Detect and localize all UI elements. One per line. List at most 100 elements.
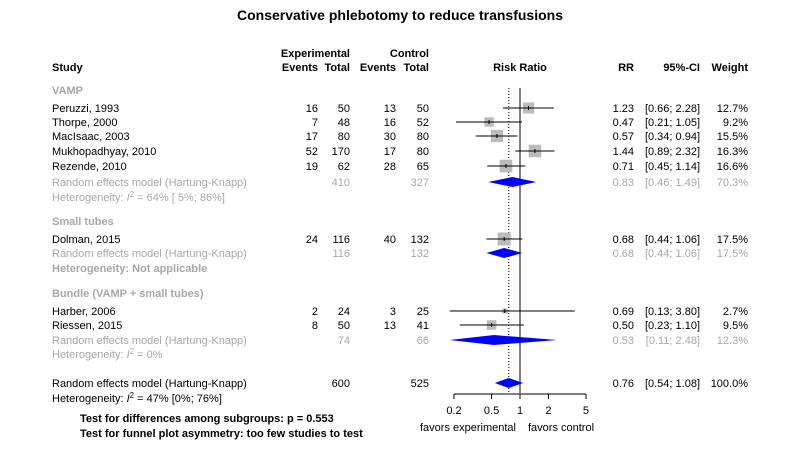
x-tick-label: 2	[545, 405, 551, 417]
ctrl-events: 40	[384, 234, 396, 246]
ctrl-events: 3	[390, 306, 396, 318]
study-ci: [0.66; 2.28]	[645, 103, 700, 115]
ctrl-total: 52	[417, 117, 429, 129]
overall-exp-total: 600	[332, 378, 350, 390]
overall-label: Random effects model (Hartung-Knapp)	[52, 378, 247, 390]
study-rr: 0.69	[613, 306, 634, 318]
study-name: Dolman, 2015	[52, 234, 121, 246]
ctrl-total: 41	[417, 320, 429, 332]
pooled-rr: 0.83	[613, 177, 634, 189]
subgroup-heterogeneity-rest: = 0%	[134, 349, 163, 361]
pooled-weight: 70.3%	[717, 177, 748, 189]
subgroup-heterogeneity: Heterogeneity: Not applicable	[52, 263, 207, 275]
pooled-ci: [0.44; 1.06]	[645, 248, 700, 260]
pooled-ci: [0.11; 2.48]	[646, 335, 700, 347]
study-ci: [0.21; 1.05]	[645, 117, 700, 129]
exp-events: 16	[306, 103, 318, 115]
pooled-ctrl-total: 327	[411, 177, 429, 189]
subgroup-heterogeneity-prefix: Heterogeneity:	[52, 192, 127, 204]
study-weight: 15.5%	[717, 131, 748, 143]
exp-total: 170	[332, 146, 350, 158]
exp-total: 50	[338, 103, 350, 115]
subgroup-label: Small tubes	[52, 216, 114, 228]
pooled-ci: [0.46; 1.49]	[645, 177, 700, 189]
exp-total: 116	[332, 234, 350, 246]
subgroup-label: VAMP	[52, 85, 83, 97]
pooled-exp-total: 410	[332, 177, 350, 189]
exp-total: 62	[338, 161, 350, 173]
header-control: Control	[390, 48, 429, 60]
subgroup-label: Bundle (VAMP + small tubes)	[52, 288, 204, 300]
overall-heterogeneity-i2-symbol: I	[127, 393, 130, 405]
x-tick-label: 1	[517, 405, 523, 417]
study-weight: 17.5%	[717, 234, 748, 246]
exp-total: 24	[338, 306, 350, 318]
pooled-ctrl-total: 66	[417, 335, 429, 347]
header-exp-total: Total	[325, 62, 350, 74]
xlabel-favors-control: favors control	[528, 422, 594, 434]
ctrl-events: 28	[384, 161, 396, 173]
study-rr: 0.68	[613, 234, 634, 246]
overall-rr: 0.76	[613, 378, 634, 390]
xlabel-favors-experimental: favors experimental	[420, 422, 516, 434]
x-tick-label: 0.2	[446, 405, 461, 417]
overall-ctrl-total: 525	[411, 378, 429, 390]
study-name: Riessen, 2015	[52, 320, 122, 332]
exp-events: 8	[312, 320, 318, 332]
study-rr: 0.71	[613, 161, 634, 173]
header-exp-events: Events	[282, 62, 318, 74]
overall-heterogeneity: Heterogeneity: I2 = 47% [0%; 76%]	[52, 391, 222, 405]
exp-events: 7	[312, 117, 318, 129]
study-weight: 9.5%	[723, 320, 748, 332]
pooled-exp-total: 116	[332, 248, 350, 260]
subgroup-heterogeneity-i2-symbol: I	[127, 349, 130, 361]
subgroup-heterogeneity-i2-symbol: I	[127, 192, 130, 204]
pooled-weight: 17.5%	[717, 248, 748, 260]
header-weight: Weight	[712, 62, 749, 74]
subgroup-heterogeneity-sup: 2	[130, 190, 135, 199]
pooled-diamond	[486, 248, 523, 258]
study-rr: 1.44	[613, 146, 634, 158]
exp-total: 48	[338, 117, 350, 129]
study-ci: [0.34; 0.94]	[645, 131, 700, 143]
study-weight: 12.7%	[717, 103, 748, 115]
exp-events: 52	[306, 146, 318, 158]
ctrl-total: 80	[417, 131, 429, 143]
ctrl-total: 65	[417, 161, 429, 173]
study-rr: 0.57	[613, 131, 634, 143]
test-funnel-asymmetry: Test for funnel plot asymmetry: too few …	[80, 428, 363, 440]
header-ci: 95%-CI	[663, 62, 700, 74]
study-name: Mukhopadhyay, 2010	[52, 146, 156, 158]
study-rr: 1.23	[613, 103, 634, 115]
study-weight: 16.6%	[717, 161, 748, 173]
study-ci: [0.89; 2.32]	[645, 146, 700, 158]
pooled-label: Random effects model (Hartung-Knapp)	[52, 248, 247, 260]
ctrl-events: 30	[384, 131, 396, 143]
pooled-rr: 0.53	[613, 335, 634, 347]
study-ci: [0.44; 1.06]	[645, 234, 700, 246]
exp-events: 2	[312, 306, 318, 318]
ctrl-total: 132	[411, 234, 429, 246]
exp-total: 50	[338, 320, 350, 332]
exp-events: 17	[306, 131, 318, 143]
overall-weight: 100.0%	[711, 378, 749, 390]
ctrl-events: 13	[384, 103, 396, 115]
study-ci: [0.13; 3.80]	[645, 306, 700, 318]
chart-title: Conservative phlebotomy to reduce transf…	[237, 7, 563, 23]
header-experimental: Experimental	[281, 48, 350, 60]
overall-heterogeneity-rest: = 47% [0%; 76%]	[134, 393, 222, 405]
study-rr: 0.50	[613, 320, 634, 332]
exp-events: 19	[306, 161, 318, 173]
exp-total: 80	[338, 131, 350, 143]
ctrl-total: 50	[417, 103, 429, 115]
overall-heterogeneity-sup: 2	[130, 391, 135, 400]
header-rr: RR	[618, 62, 634, 74]
header-ctrl-events: Events	[360, 62, 396, 74]
pooled-rr: 0.68	[613, 248, 634, 260]
pooled-diamond	[449, 335, 558, 345]
subgroup-heterogeneity: Heterogeneity: I2 = 64% [ 5%; 86%]	[52, 190, 225, 204]
overall-ci: [0.54; 1.08]	[645, 378, 700, 390]
study-weight: 2.7%	[723, 306, 748, 318]
